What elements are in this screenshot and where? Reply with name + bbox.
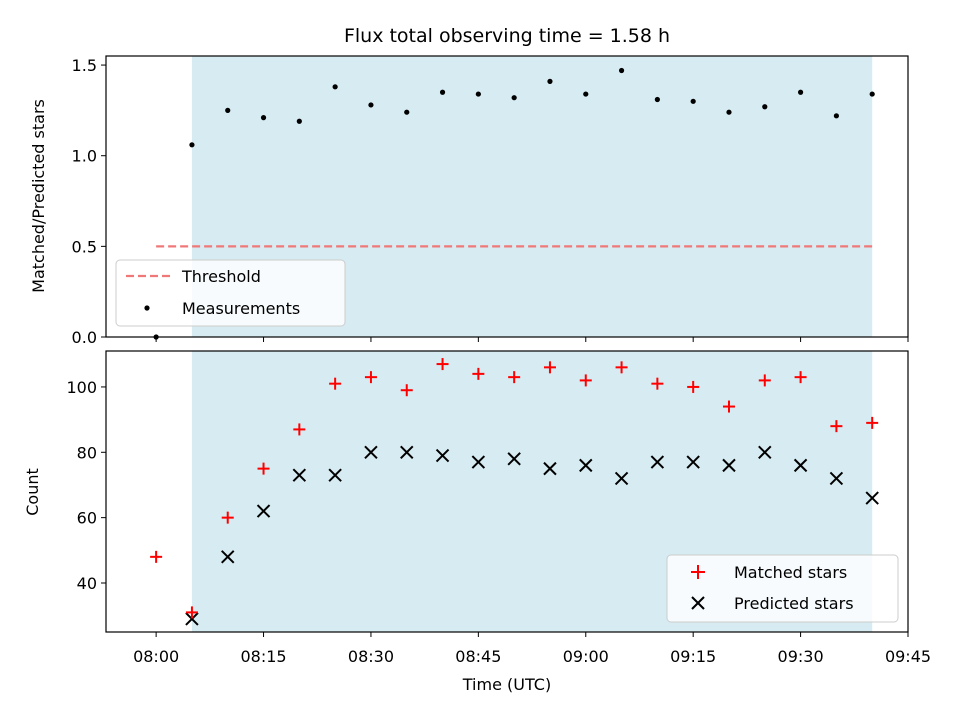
top-y-axis-label: Matched/Predicted stars <box>29 99 48 293</box>
predicted-stars-point <box>435 448 450 463</box>
measurement-point <box>260 115 267 121</box>
bottom-legend-box <box>666 554 899 623</box>
legend-matched-label: Matched stars <box>734 563 847 582</box>
bottom-y-tick-label: 100 <box>66 378 97 397</box>
x-tick-label: 09:45 <box>885 647 931 666</box>
x-tick-label: 08:45 <box>455 647 501 666</box>
matched-stars-point <box>830 420 843 433</box>
matched-stars-point <box>615 361 628 374</box>
predicted-stars-point <box>185 612 199 626</box>
top-legend: Threshold Measurements <box>115 259 346 327</box>
matched-stars-point <box>150 550 163 563</box>
matched-stars-point <box>472 367 485 380</box>
matched-stars-point <box>687 380 700 393</box>
x-tick-label: 09:30 <box>778 647 824 666</box>
legend-matched-swatch <box>691 565 705 579</box>
legend-measurements-label: Measurements <box>182 299 300 318</box>
predicted-stars-point <box>364 445 378 459</box>
matched-stars-point <box>329 377 342 390</box>
x-tick-label: 08:15 <box>240 647 286 666</box>
measurement-point <box>654 96 660 103</box>
legend-measurements-swatch <box>144 305 150 311</box>
measurement-point <box>618 67 625 74</box>
measurement-point <box>762 104 768 110</box>
measurement-point <box>296 118 302 124</box>
predicted-stars-point <box>722 458 736 473</box>
predicted-stars-point <box>793 458 808 473</box>
measurement-point <box>726 109 732 115</box>
legend-predicted-label: Predicted stars <box>734 594 854 613</box>
x-tick-label: 08:30 <box>348 647 394 666</box>
top-legend-box <box>115 259 346 327</box>
measurement-point <box>475 91 481 97</box>
matched-stars-point <box>436 358 449 371</box>
predicted-stars-point <box>614 471 629 486</box>
predicted-stars-point <box>865 491 879 505</box>
top-axes-frame <box>105 55 909 338</box>
measurement-point <box>439 89 446 95</box>
matched-stars-point <box>543 361 556 374</box>
measurement-point <box>368 102 374 108</box>
matched-stars-point <box>508 371 521 384</box>
predicted-stars-point <box>543 461 557 476</box>
top-y-tick-label: 1.5 <box>72 56 97 75</box>
x-tick-label: 09:00 <box>563 647 609 666</box>
measurement-point <box>833 113 839 119</box>
matched-stars-point <box>866 416 879 429</box>
top-y-tick-label: 1.0 <box>72 147 97 166</box>
predicted-stars-point <box>829 471 844 486</box>
top-panel: 0.0 0.5 1.0 1.5 Flux total observing time =… <box>29 25 909 347</box>
legend-threshold-label: Threshold <box>181 267 261 286</box>
predicted-stars-point <box>758 445 772 459</box>
predicted-stars-point <box>507 452 521 466</box>
predicted-stars-point <box>328 468 342 482</box>
matched-stars-point <box>364 371 377 384</box>
predicted-stars-point <box>686 455 700 469</box>
top-y-tick-label: 0.0 <box>72 328 97 347</box>
measurement-point <box>797 89 804 95</box>
measurement-point <box>189 142 195 148</box>
matched-stars-point <box>293 423 306 436</box>
chart-title: Flux total observing time = 1.58 h <box>344 25 670 47</box>
matched-stars-point <box>579 374 592 387</box>
bottom-y-tick-label: 40 <box>77 574 97 593</box>
predicted-stars-point <box>256 504 271 518</box>
matched-stars-point <box>722 400 735 413</box>
legend-predicted-swatch <box>691 596 705 610</box>
matched-stars-point <box>651 377 664 390</box>
x-axis-label: Time (UTC) <box>462 675 551 694</box>
matched-stars-point <box>758 374 771 387</box>
x-tick-label: 08:00 <box>133 647 179 666</box>
measurement-point <box>511 95 517 101</box>
measurement-point <box>225 107 231 113</box>
measurement-point <box>690 98 696 104</box>
measurement-point <box>332 84 338 90</box>
predicted-stars-point <box>579 458 593 473</box>
bottom-legend: Matched stars Predicted stars <box>666 554 899 623</box>
measurement-point <box>404 109 410 115</box>
bottom-y-tick-label: 60 <box>77 509 97 528</box>
predicted-stars-point <box>400 445 414 459</box>
measurement-point <box>547 78 553 84</box>
measurement-point <box>583 91 589 97</box>
x-tick-label: 09:15 <box>670 647 716 666</box>
bottom-y-tick-label: 80 <box>77 443 97 462</box>
predicted-stars-point <box>221 550 235 564</box>
matched-stars-point <box>794 371 807 384</box>
top-y-tick-label: 0.5 <box>72 237 97 256</box>
bottom-panel: 40 60 80 100 08:00 08:15 08:30 08:45 09:00 09:15 0… <box>23 350 931 694</box>
matched-stars-point <box>257 462 270 475</box>
matched-stars-point <box>400 384 413 397</box>
measurement-point <box>869 91 875 97</box>
predicted-stars-point <box>650 455 665 469</box>
matched-stars-point <box>185 606 198 619</box>
matched-stars-point <box>221 511 234 524</box>
bottom-axes-frame <box>105 350 909 633</box>
bottom-y-axis-label: Count <box>23 468 42 516</box>
predicted-stars-point <box>471 455 486 469</box>
predicted-stars-point <box>292 468 307 482</box>
